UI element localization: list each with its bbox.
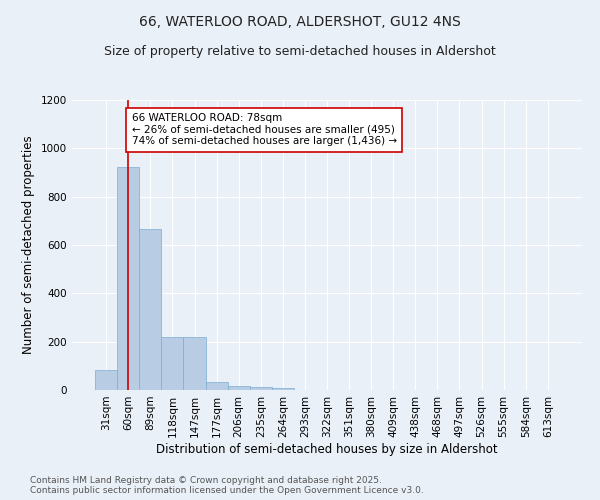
Bar xyxy=(161,338,184,390)
Bar xyxy=(227,386,250,390)
Y-axis label: Number of semi-detached properties: Number of semi-detached properties xyxy=(22,136,35,354)
Bar xyxy=(139,230,161,390)
Text: 66, WATERLOO ROAD, ALDERSHOT, GU12 4NS: 66, WATERLOO ROAD, ALDERSHOT, GU12 4NS xyxy=(139,15,461,29)
Text: 66 WATERLOO ROAD: 78sqm
← 26% of semi-detached houses are smaller (495)
74% of s: 66 WATERLOO ROAD: 78sqm ← 26% of semi-de… xyxy=(131,114,397,146)
Bar xyxy=(272,388,294,390)
Bar xyxy=(206,382,227,390)
Bar xyxy=(117,168,139,390)
Bar xyxy=(250,387,272,390)
Bar xyxy=(95,370,117,390)
Bar xyxy=(184,338,206,390)
Text: Size of property relative to semi-detached houses in Aldershot: Size of property relative to semi-detach… xyxy=(104,45,496,58)
X-axis label: Distribution of semi-detached houses by size in Aldershot: Distribution of semi-detached houses by … xyxy=(156,442,498,456)
Text: Contains HM Land Registry data © Crown copyright and database right 2025.
Contai: Contains HM Land Registry data © Crown c… xyxy=(30,476,424,495)
